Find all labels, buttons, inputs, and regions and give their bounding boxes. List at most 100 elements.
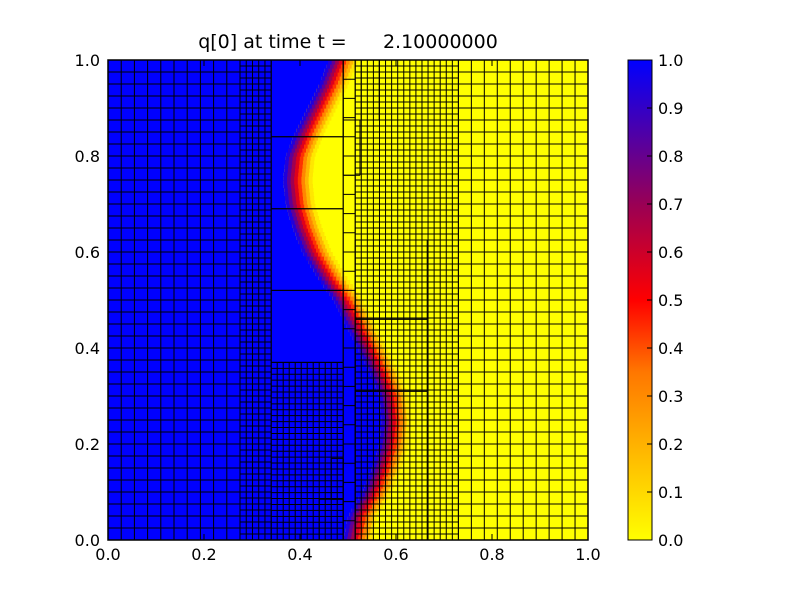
- field-transition-cell: [382, 444, 387, 449]
- field-transition-cell: [380, 404, 385, 409]
- field-transition-cell: [289, 156, 293, 161]
- field-transition-cell: [332, 68, 336, 73]
- x-tick-label: 0.8: [479, 545, 504, 564]
- field-transition-cell: [374, 512, 379, 517]
- field-transition-cell: [366, 356, 371, 361]
- field-transition-cell: [308, 260, 313, 265]
- field-transition-cell: [346, 520, 351, 525]
- field-transition-cell: [326, 96, 331, 101]
- field-transition-cell: [356, 336, 361, 341]
- field-transition-cell: [306, 232, 310, 237]
- amr-patch: [318, 498, 344, 540]
- field-transition-cell: [358, 516, 363, 521]
- field-transition-cell: [287, 180, 291, 185]
- field-transition-cell: [375, 332, 380, 337]
- field-transition-cell: [295, 168, 299, 173]
- field-transition-cell: [298, 220, 303, 225]
- field-transition-cell: [288, 192, 293, 197]
- field-high-band: [108, 116, 303, 121]
- field-transition-cell: [339, 280, 343, 285]
- field-transition-cell: [305, 172, 310, 177]
- field-transition-cell: [354, 332, 359, 337]
- field-transition-cell: [310, 196, 315, 201]
- field-transition-cell: [334, 284, 339, 289]
- field-transition-cell: [362, 516, 366, 521]
- field-transition-cell: [302, 188, 307, 193]
- field-transition-cell: [317, 108, 321, 113]
- field-transition-cell: [362, 356, 367, 361]
- field-transition-cell: [294, 172, 299, 177]
- field-transition-cell: [328, 100, 333, 105]
- field-transition-cell: [309, 188, 314, 193]
- field-transition-cell: [325, 264, 330, 269]
- field-transition-cell: [325, 244, 330, 249]
- field-transition-cell: [312, 124, 317, 129]
- field-transition-cell: [292, 196, 297, 201]
- field-transition-cell: [356, 308, 361, 313]
- field-transition-cell: [390, 440, 395, 445]
- field-transition-cell: [353, 296, 358, 301]
- field-transition-cell: [283, 172, 288, 177]
- field-transition-cell: [299, 192, 303, 197]
- field-transition-cell: [362, 348, 367, 353]
- field-transition-cell: [302, 140, 306, 145]
- field-transition-cell: [332, 76, 337, 81]
- field-transition-cell: [316, 248, 320, 253]
- field-transition-cell: [283, 180, 288, 185]
- field-transition-cell: [297, 176, 302, 181]
- field-transition-cell: [333, 64, 338, 69]
- field-transition-cell: [339, 276, 344, 281]
- field-transition-cell: [295, 224, 300, 229]
- field-transition-cell: [298, 124, 303, 129]
- field-transition-cell: [398, 408, 403, 413]
- field-transition-cell: [379, 492, 384, 497]
- field-transition-cell: [360, 524, 365, 529]
- field-transition-cell: [328, 68, 333, 73]
- field-transition-cell: [351, 304, 355, 309]
- field-high-band: [108, 168, 285, 173]
- field-high-band: [108, 208, 288, 213]
- field-high-band: [108, 104, 309, 109]
- field-transition-cell: [287, 176, 291, 181]
- field-high-band: [108, 164, 285, 169]
- field-transition-cell: [323, 88, 328, 93]
- field-transition-cell: [289, 216, 294, 221]
- field-transition-cell: [308, 180, 313, 185]
- field-transition-cell: [360, 512, 364, 517]
- field-transition-cell: [295, 160, 300, 165]
- amr-patch: [354, 390, 428, 469]
- field-transition-cell: [319, 260, 324, 265]
- field-transition-cell: [304, 236, 308, 241]
- field-transition-cell: [392, 420, 397, 425]
- field-transition-cell: [349, 284, 353, 289]
- field-transition-cell: [302, 192, 307, 197]
- field-high-band: [108, 248, 302, 253]
- field-transition-cell: [349, 524, 354, 529]
- colorbar-tick-label: 0.5: [658, 291, 683, 310]
- field-transition-cell: [317, 224, 322, 229]
- field-transition-cell: [300, 152, 305, 157]
- field-high-band: [108, 200, 286, 205]
- amr-patch-grid: [354, 318, 428, 392]
- field-high-band: [108, 532, 345, 537]
- field-transition-cell: [311, 112, 316, 117]
- field-transition-cell: [380, 432, 385, 437]
- field-high-band: [108, 536, 344, 540]
- field-transition-cell: [309, 164, 314, 169]
- field-transition-cell: [296, 128, 301, 133]
- field-transition-cell: [292, 160, 297, 165]
- field-transition-cell: [343, 84, 348, 89]
- field-transition-cell: [339, 296, 344, 301]
- field-transition-cell: [295, 232, 300, 237]
- field-transition-cell: [318, 136, 322, 141]
- field-transition-cell: [343, 292, 348, 297]
- field-transition-cell: [367, 344, 372, 349]
- field-transition-cell: [315, 272, 320, 277]
- field-transition-cell: [369, 348, 374, 353]
- field-transition-cell: [309, 184, 313, 189]
- field-transition-cell: [348, 532, 352, 537]
- field-transition-cell: [369, 356, 374, 361]
- field-high-band: [108, 480, 367, 485]
- field-transition-cell: [286, 152, 291, 157]
